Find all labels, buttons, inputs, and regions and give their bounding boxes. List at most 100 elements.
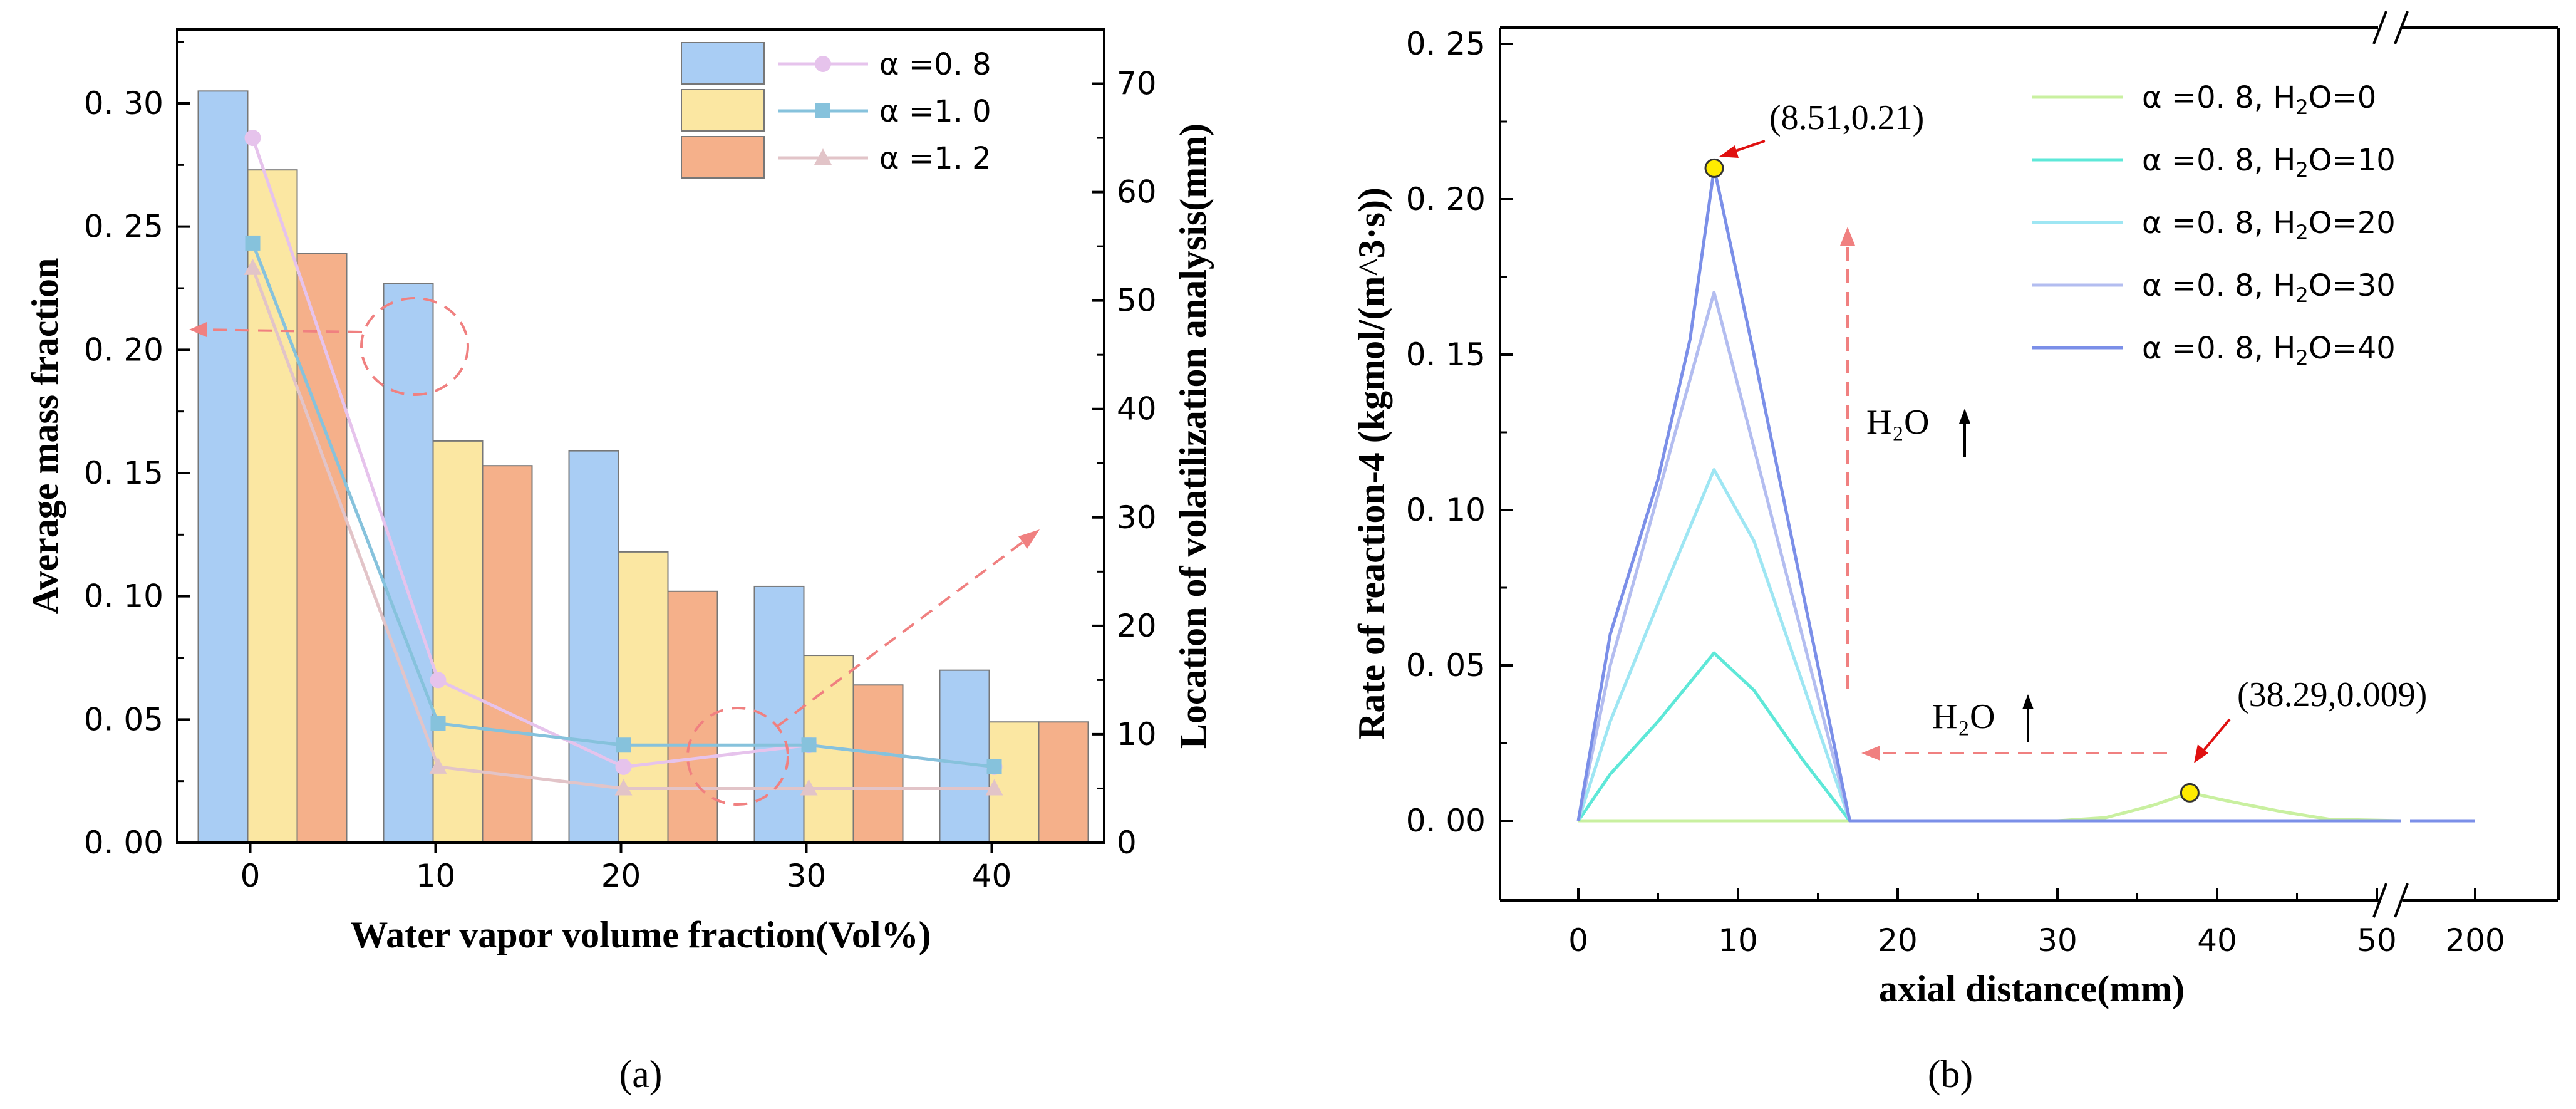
line-point: [244, 130, 261, 147]
line-point: [986, 759, 1002, 774]
bar: [197, 90, 249, 843]
peak-label-1: (8.51,0.21): [1769, 98, 1924, 137]
series-line: [1576, 291, 2401, 823]
peak-arrow-1: [1719, 140, 1766, 158]
y-tick-label: 0. 15: [1406, 336, 1486, 373]
bar: [939, 669, 990, 843]
bar: [432, 440, 484, 843]
panel-b-label: (b): [1928, 1053, 1973, 1096]
y2-tick-label: 70: [1117, 66, 1157, 102]
bar: [618, 551, 669, 843]
x-tick-label: 30: [787, 858, 827, 894]
legend-label: α =1. 0: [879, 94, 991, 129]
panel-a-label: (a): [619, 1053, 663, 1096]
y-tick-label: 0. 15: [84, 455, 163, 491]
y2-tick-label: 40: [1117, 391, 1157, 427]
y2-tick-label: 20: [1117, 608, 1157, 644]
annotation-right: [686, 529, 1040, 806]
legend-marker: [815, 56, 831, 72]
y-tick-label: 0. 25: [84, 209, 163, 245]
y2-tick-label: 60: [1117, 174, 1157, 211]
legend-bar-swatch: [681, 42, 765, 85]
y-tick-label: 0. 00: [84, 825, 163, 861]
y-tick-label: 0. 10: [84, 578, 163, 615]
x-tick-label: 30: [2037, 922, 2077, 959]
line-point: [615, 758, 632, 775]
bar: [568, 450, 619, 843]
h2o-label-2: H₂O: [1932, 694, 2034, 742]
y-tick-label: 0. 20: [84, 331, 163, 368]
bar: [852, 684, 904, 844]
x-tick-label: 0: [1568, 922, 1588, 959]
y2-tick-label: 0: [1117, 825, 1137, 861]
panel-b-xlabel: axial distance(mm): [1879, 968, 2185, 1009]
y-tick-label: 0. 30: [84, 85, 163, 122]
legend-bar-swatch: [681, 136, 765, 179]
annotation-left: [189, 297, 469, 396]
bar: [988, 721, 1040, 844]
h2o-arrow-up: [1840, 227, 1855, 689]
panel-b-ylabel: Rate of reaction-4 (kgmol/(m^3·s)): [1351, 187, 1392, 740]
series-line: [1576, 651, 2401, 823]
line-point: [245, 235, 261, 251]
x-tick-label: 0: [241, 858, 261, 894]
h2o-text: H₂O: [1932, 697, 1995, 736]
y-tick-label: 0. 25: [1406, 26, 1486, 62]
x-tick-label: 10: [416, 858, 456, 894]
bar: [383, 283, 434, 843]
x-tick-label: 50: [2357, 922, 2397, 959]
y-tick-label: 0. 05: [1406, 647, 1486, 684]
x-tick-label: 20: [1878, 922, 1918, 959]
bar: [1038, 721, 1089, 844]
legend-label: α =0. 8, H2O=0: [2142, 80, 2376, 119]
series-line: [1578, 791, 2401, 823]
legend-marker: [815, 103, 830, 118]
legend-label: α =0. 8, H2O=40: [2142, 331, 2396, 370]
peak-marker: [2180, 783, 2200, 803]
line-point: [800, 779, 818, 796]
panel-a-frame: [176, 28, 1105, 844]
panel-b: 0. 00 0. 05 0. 10 0. 15 0. 20 0. 25 0 10 20 30 40…: [1351, 11, 2560, 1096]
line-point: [801, 737, 817, 753]
y2-tick-label: 30: [1117, 499, 1157, 536]
legend-label: α =1. 2: [879, 141, 991, 176]
panel-a: 0. 00 0. 05 0. 10 0. 15 0. 20 0. 25 0. 30 0 10 2…: [24, 28, 1214, 1096]
x-tick-label: 20: [601, 858, 641, 894]
y-tick-label: 0. 05: [84, 701, 163, 737]
line-point: [616, 737, 631, 753]
line-point: [985, 779, 1003, 796]
axis-break-mark: [2372, 883, 2387, 918]
h2o-text: H₂O: [1866, 403, 1929, 442]
legend-label: α =0. 8, H2O=20: [2142, 206, 2396, 244]
x-tick-label: 40: [972, 858, 1012, 894]
panel-a-ylabel: Average mass fraction: [24, 258, 66, 615]
x-tick-label: 40: [2197, 922, 2237, 959]
panel-b-frame: [1499, 11, 2560, 918]
y2-tick-label: 10: [1117, 716, 1157, 752]
panel-a-y2label: Location of volatilization analysis(mm): [1172, 123, 1214, 749]
legend-marker: [814, 148, 832, 165]
h2o-arrow-left: [1861, 746, 2167, 761]
legend-bar-swatch: [681, 89, 765, 132]
line-point: [244, 258, 262, 275]
bar: [247, 169, 298, 844]
bar: [482, 465, 533, 843]
axis-break-mark: [2372, 11, 2387, 44]
y-tick-label: 0. 00: [1406, 803, 1486, 839]
h2o-label-1: H₂O: [1866, 403, 1970, 457]
line-point: [430, 716, 446, 731]
panel-b-legend: α =0. 8, H2O=0 α =0. 8, H2O=10 α =0. 8, H2…: [2032, 80, 2396, 370]
y-tick-label: 0. 20: [1406, 181, 1486, 217]
y2-tick-label: 50: [1117, 283, 1157, 319]
x-tick-label: 200: [2445, 922, 2505, 959]
legend-label: α =0. 8, H2O=30: [2142, 268, 2396, 307]
line-point: [614, 779, 633, 796]
x-tick-label: 10: [1718, 922, 1758, 959]
bar: [667, 590, 718, 843]
series-line: [1576, 468, 2401, 823]
legend-label: α =0. 8, H2O=10: [2142, 143, 2396, 182]
axis-break-mark: [2394, 11, 2409, 44]
bar: [296, 253, 348, 843]
panel-a-xlabel: Water vapor volume fraction(Vol%): [350, 914, 931, 955]
